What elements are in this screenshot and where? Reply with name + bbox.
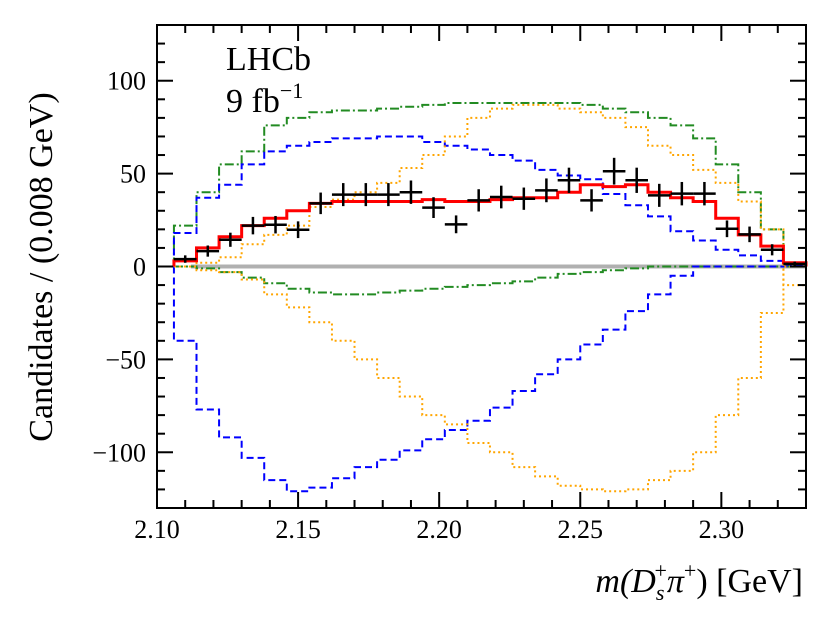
data-point <box>173 255 197 263</box>
data-point <box>535 178 558 203</box>
data-point <box>489 185 513 209</box>
data-point <box>715 220 739 238</box>
series-orange-pos <box>173 103 807 287</box>
series-green-neg <box>173 265 806 296</box>
x-title-pi: π <box>667 563 685 600</box>
luminosity-value: 9 fb <box>226 83 280 120</box>
data-point <box>580 189 603 212</box>
y-tick-label: 50 <box>120 160 146 189</box>
data-point <box>196 245 220 257</box>
x-tick-label: 2.10 <box>134 515 180 544</box>
x-tick-label: 2.25 <box>558 515 604 544</box>
y-tick-label: 0 <box>133 253 146 282</box>
data-point <box>783 261 806 267</box>
y-axis-title: Candidates / (0.008 GeV) <box>23 92 60 441</box>
data-point <box>219 232 242 247</box>
data-point <box>602 157 626 185</box>
data-points-layer <box>173 157 806 267</box>
x-axis-title: m(Ds+π+) [GeV] <box>595 558 803 605</box>
experiment-label: LHCb <box>226 41 311 78</box>
series-layer <box>172 102 808 493</box>
data-point <box>422 197 445 219</box>
x-title-sup2: + <box>684 558 696 583</box>
series-green-pos <box>172 102 807 267</box>
luminosity-label: 9 fb−1 <box>226 78 303 120</box>
series-fit-total <box>172 183 808 267</box>
data-point <box>625 167 648 193</box>
y-tick-label: −50 <box>105 345 146 374</box>
data-point <box>670 181 694 206</box>
luminosity-exponent: −1 <box>280 78 303 103</box>
data-point <box>467 189 490 212</box>
data-point <box>444 215 468 234</box>
data-point <box>760 244 784 256</box>
series-blue-pos <box>172 135 807 267</box>
x-title-close: ) [GeV] <box>696 563 803 600</box>
series-orange-neg <box>173 265 806 493</box>
y-tick-label: −100 <box>92 438 146 467</box>
data-point <box>647 183 671 207</box>
x-tick-label: 2.15 <box>275 515 321 544</box>
data-point <box>377 183 400 207</box>
series-blue-neg <box>172 265 806 493</box>
x-title-sub: s <box>656 580 665 605</box>
data-point <box>738 226 761 243</box>
data-point <box>354 183 378 207</box>
data-point <box>264 215 287 234</box>
data-point <box>241 216 265 235</box>
y-tick-label: 100 <box>107 67 146 96</box>
data-point <box>286 221 310 239</box>
x-tick-label: 2.30 <box>699 515 745 544</box>
x-title-m: m <box>595 563 620 600</box>
data-point <box>309 192 332 215</box>
data-point <box>512 187 536 210</box>
data-point <box>399 180 423 204</box>
ticks-layer <box>156 25 807 508</box>
data-point <box>693 181 716 206</box>
x-title-open: (D <box>620 563 656 600</box>
x-title-sup1: + <box>654 558 666 583</box>
data-point <box>331 183 355 207</box>
data-point <box>557 167 581 193</box>
x-tick-label: 2.20 <box>416 515 462 544</box>
